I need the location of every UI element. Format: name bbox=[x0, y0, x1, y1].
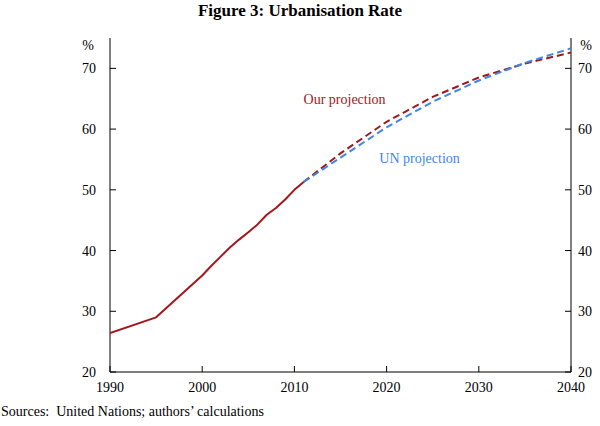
x-tick-label: 2020 bbox=[373, 380, 401, 395]
x-tick-label: 1990 bbox=[96, 380, 124, 395]
series-label: UN projection bbox=[379, 151, 459, 166]
plot-area bbox=[110, 48, 571, 333]
y2-tick-label: 30 bbox=[578, 304, 592, 319]
y-tick-label: 70 bbox=[82, 61, 96, 76]
y2-tick bbox=[565, 372, 571, 373]
chart: Figure 3: Urbanisation Rate%%20304050607… bbox=[0, 0, 600, 426]
y-tick bbox=[110, 189, 116, 190]
y-axis-label: % bbox=[82, 38, 94, 53]
x-tick-label: 2030 bbox=[465, 380, 493, 395]
y2-tick-label: 50 bbox=[578, 183, 592, 198]
y2-tick-label: 60 bbox=[578, 122, 592, 137]
y-tick-label: 60 bbox=[82, 122, 96, 137]
x-tick bbox=[478, 366, 479, 372]
x-tick-label: 2040 bbox=[557, 380, 585, 395]
y-tick bbox=[110, 68, 116, 69]
y-tick-label: 20 bbox=[82, 365, 96, 380]
x-tick bbox=[110, 366, 111, 372]
y2-tick bbox=[565, 189, 571, 190]
source-note: Sources: United Nations; authors’ calcul… bbox=[1, 404, 264, 419]
y2-tick bbox=[565, 250, 571, 251]
y-tick bbox=[110, 372, 116, 373]
y2-tick-label: 40 bbox=[578, 244, 592, 259]
y-tick-label: 50 bbox=[82, 183, 96, 198]
x-tick bbox=[571, 366, 572, 372]
y2-tick bbox=[565, 68, 571, 69]
y2-tick-label: 70 bbox=[578, 61, 592, 76]
title: Figure 3: Urbanisation Rate bbox=[198, 1, 403, 20]
series-line bbox=[110, 182, 304, 333]
x-tick-label: 2010 bbox=[280, 380, 308, 395]
x-axis-line bbox=[110, 372, 571, 373]
y-tick-label: 30 bbox=[82, 304, 96, 319]
y-tick bbox=[110, 129, 116, 130]
series-label: Our projection bbox=[304, 92, 386, 107]
y-axis-line bbox=[110, 38, 111, 372]
y-tick bbox=[110, 250, 116, 251]
y2-axis-line bbox=[571, 38, 572, 372]
y2-tick-label: 20 bbox=[578, 365, 592, 380]
series-line bbox=[304, 48, 571, 182]
x-tick bbox=[294, 366, 295, 372]
y-tick-label: 40 bbox=[82, 244, 96, 259]
y2-tick bbox=[565, 129, 571, 130]
y-tick bbox=[110, 311, 116, 312]
y2-tick bbox=[565, 311, 571, 312]
series-line bbox=[304, 53, 571, 182]
y2-axis-label: % bbox=[580, 38, 592, 53]
x-tick bbox=[202, 366, 203, 372]
x-tick bbox=[386, 366, 387, 372]
x-tick-label: 2000 bbox=[188, 380, 216, 395]
